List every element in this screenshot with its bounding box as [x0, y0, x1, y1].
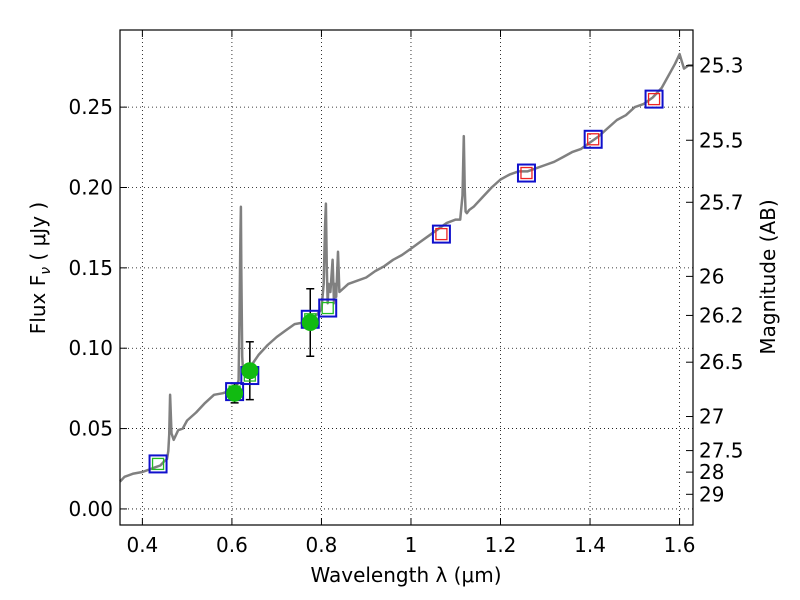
inner-square-marker [647, 92, 661, 106]
y-tick-label: 0.25 [68, 95, 113, 119]
y-tick-label: 0.00 [68, 497, 113, 521]
green-circle-marker [301, 314, 319, 331]
grid [120, 30, 693, 525]
x-tick-label: 1.2 [485, 533, 517, 557]
y2-tick-label: 25.7 [699, 190, 744, 214]
y-tick-label: 0.20 [68, 176, 113, 200]
inner-square-marker [435, 227, 448, 241]
y2-tick-label: 26 [699, 264, 724, 288]
inner-square-marker [151, 457, 165, 471]
y2-tick-label: 25.5 [699, 128, 744, 152]
marker-layer [148, 89, 664, 474]
inner-square-marker [321, 301, 334, 315]
x-tick-label: 1.4 [574, 533, 606, 557]
y-tick-label: 0.15 [68, 256, 113, 280]
y-axis-label-main: Flux F [26, 275, 50, 334]
y-tick-label: 0.05 [68, 417, 113, 441]
green-circle-marker [226, 384, 244, 402]
x-axis-label: Wavelength λ (μm) [310, 563, 501, 587]
blue-square-marker [318, 298, 338, 318]
blue-square-marker [644, 89, 664, 109]
y-axis: 0.00 0.05 0.10 0.15 0.20 0.25 [68, 95, 127, 521]
y2-tick-label: 27 [699, 405, 724, 429]
y2-tick-label: 28 [699, 460, 724, 484]
x-tick-label: 0.4 [126, 533, 158, 557]
y-axis-label: Flux Fν ( μJy ) [26, 202, 54, 334]
y2-tick-label: 29 [699, 482, 724, 506]
y2-tick-label: 27.5 [699, 439, 744, 463]
x-tick-label: 0.6 [216, 533, 248, 557]
spectrum-line [119, 52, 693, 483]
spectrum-layer [119, 52, 693, 483]
green-circle-marker [241, 362, 259, 380]
y2-tick-label: 25.3 [699, 54, 744, 78]
y2-tick-label: 26.2 [699, 303, 744, 327]
inner-square-marker [587, 133, 600, 146]
x-axis: 0.4 0.6 0.8 1 1.2 1.4 1.6 [126, 30, 695, 557]
y-axis-label-unit: ( μJy ) [26, 202, 50, 267]
y2-axis-label: Magnitude (AB) [756, 199, 780, 354]
blue-square-marker [583, 129, 603, 149]
blue-square-marker [148, 454, 168, 474]
y-tick-label: 0.10 [68, 336, 113, 360]
x-tick-label: 1 [405, 533, 418, 557]
inner-square-marker [520, 166, 533, 180]
y-axis-label-subscript: ν [38, 267, 54, 275]
x-tick-label: 1.6 [664, 533, 696, 557]
plot-frame [119, 29, 694, 526]
blue-square-marker [516, 163, 536, 183]
y2-tick-label: 26.5 [699, 350, 744, 374]
x-tick-label: 0.8 [306, 533, 338, 557]
blue-square-marker [431, 224, 451, 244]
